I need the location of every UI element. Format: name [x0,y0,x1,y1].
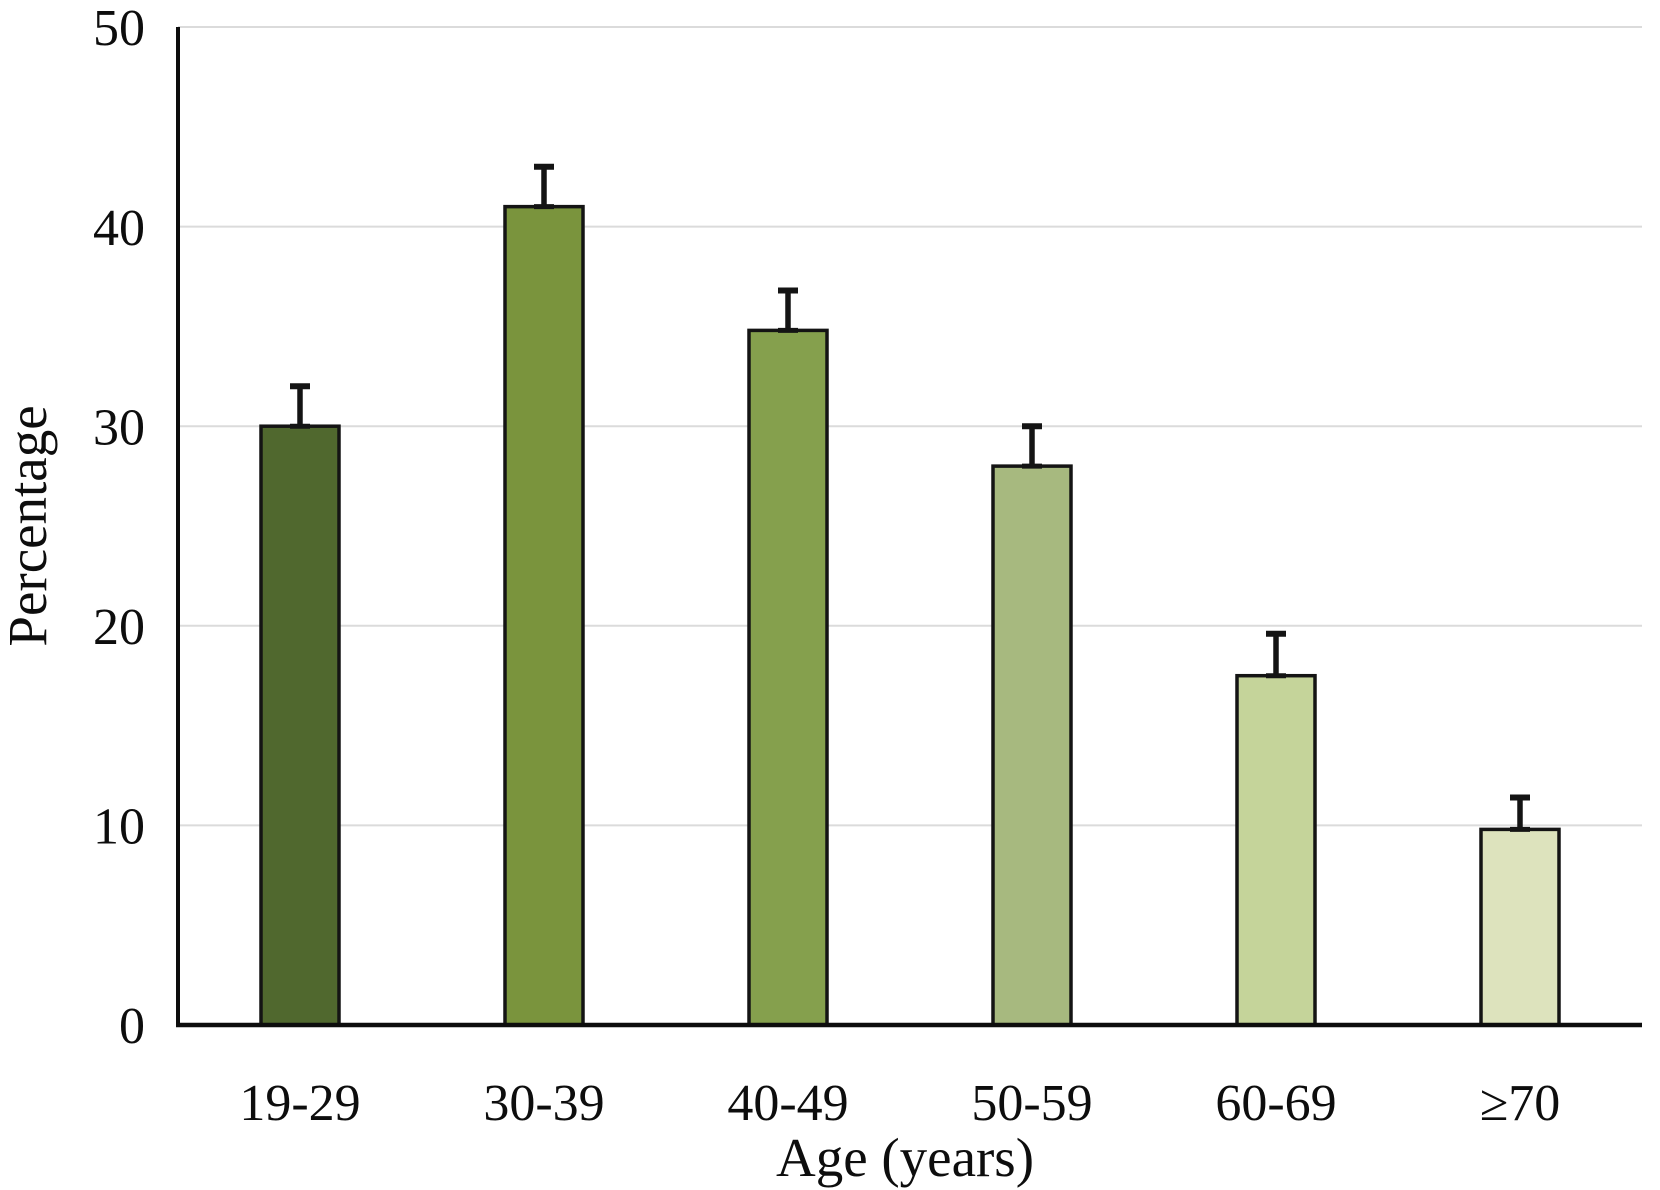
bar [1235,673,1317,1027]
y-tick-label: 10 [93,799,145,856]
x-tick-label: 30-39 [483,1075,604,1132]
bar [1479,827,1561,1027]
x-tick-label: 40-49 [727,1075,848,1132]
y-axis-title: Percentage [0,405,58,646]
plot-area: 0 10 20 30 40 50 19-29 30-39 40-49 50-59 60-69 ≥70 [93,0,1642,1132]
x-tick-label: ≥70 [1480,1075,1561,1132]
x-tick-label: 19-29 [239,1075,360,1132]
x-tick-label: 50-59 [971,1075,1092,1132]
bar [747,328,829,1027]
x-axis-title: Age (years) [776,1127,1034,1188]
y-tick-label: 50 [93,0,145,57]
bar [259,424,341,1027]
y-tick-label: 0 [119,998,145,1055]
y-tick-label: 20 [93,599,145,656]
bar [503,204,585,1027]
bar [991,464,1073,1027]
y-tick-label: 40 [93,200,145,257]
x-tick-label: 60-69 [1215,1075,1336,1132]
y-tick-label: 30 [93,399,145,456]
